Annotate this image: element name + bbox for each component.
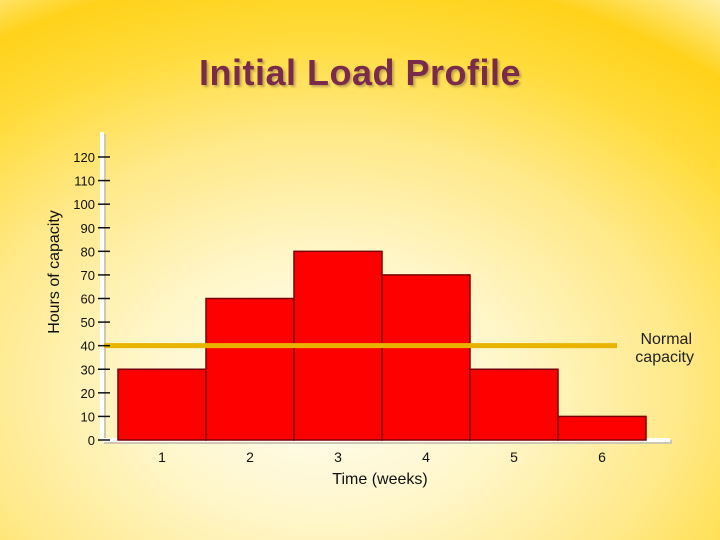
x-tick-label: 6 — [598, 449, 606, 465]
x-tick-label: 3 — [334, 449, 342, 465]
bar — [117, 368, 207, 441]
bar-layer — [117, 250, 647, 441]
x-tick-label: 2 — [246, 449, 254, 465]
y-tick-label: 60 — [81, 292, 95, 307]
y-tick-label: 30 — [81, 362, 95, 377]
bar — [469, 368, 559, 441]
bar — [381, 274, 471, 441]
y-tick-label: 90 — [81, 221, 95, 236]
x-tick-label: 1 — [158, 449, 166, 465]
bar — [557, 415, 647, 441]
y-tick-label: 100 — [73, 197, 95, 212]
bar — [205, 297, 295, 441]
y-tick-label: 120 — [73, 150, 95, 165]
capacity-label-line2: capacity — [635, 349, 694, 366]
chart-title: Initial Load Profile — [198, 52, 522, 93]
y-tick-label: 10 — [81, 409, 95, 424]
x-tick-label: 4 — [422, 449, 430, 465]
capacity-label-line1: Normal — [640, 331, 692, 348]
y-tick-label: 70 — [81, 268, 95, 283]
y-tick-label: 40 — [81, 339, 95, 354]
label-layer: 0 10 20 30 40 50 60 70 80 90 100 110 120 1 2 3 4 5 6 — [73, 150, 606, 465]
y-axis-title: Hours of capacity — [46, 210, 63, 334]
y-tick-label: 0 — [88, 433, 95, 448]
y-tick-label: 50 — [81, 315, 95, 330]
y-tick-label: 110 — [74, 174, 95, 189]
y-tick-label: 20 — [81, 386, 95, 401]
x-axis-title: Time (weeks) — [332, 471, 427, 488]
x-tick-label: 5 — [510, 449, 518, 465]
y-tick-label: 80 — [81, 244, 95, 259]
